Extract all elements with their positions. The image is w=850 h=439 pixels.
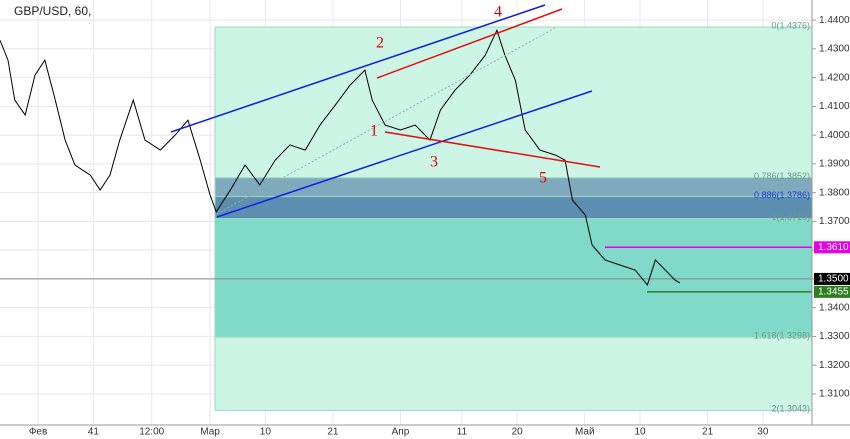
x-tick-label: 10 <box>260 427 272 438</box>
fib-zone <box>215 196 812 219</box>
y-tick-label: 1.3100 <box>819 389 850 400</box>
y-tick-label: 1.3400 <box>819 302 850 313</box>
y-tick-label: 1.4400 <box>819 15 850 26</box>
x-tick-label: 11 <box>457 427 468 438</box>
price-tag-label: 1.3500 <box>818 274 849 285</box>
fib-label: 0.786(1.3852) <box>754 171 810 181</box>
fib-zone <box>215 177 812 197</box>
fib-label: 2(1.3043) <box>771 404 810 414</box>
y-tick-label: 1.3700 <box>819 216 850 227</box>
price-tag-label: 1.3455 <box>818 287 849 298</box>
x-tick-label: 10 <box>634 427 646 438</box>
x-tick-label: 12:00 <box>139 427 164 438</box>
fib-zone <box>215 27 812 178</box>
y-tick-label: 1.4000 <box>819 130 850 141</box>
trend-lines <box>170 4 601 218</box>
y-tick-label: 1.4100 <box>819 101 850 112</box>
price-line-series <box>0 28 681 286</box>
x-tick-label: Апр <box>392 427 410 438</box>
y-tick-label: 1.3200 <box>819 360 850 371</box>
fib-zone <box>215 337 812 411</box>
x-tick-label: 21 <box>327 427 339 438</box>
fib-label: 0.886(1.3786) <box>754 190 810 200</box>
wave-label: 2 <box>376 35 384 52</box>
wave-label: 3 <box>430 154 438 171</box>
x-tick-label: Фев <box>29 427 47 438</box>
y-tick-label: 1.4300 <box>819 44 850 55</box>
y-tick-label: 1.3900 <box>819 159 850 170</box>
price-tag <box>814 241 850 254</box>
wave-label: 4 <box>494 4 502 21</box>
x-tick-label: 20 <box>512 427 524 438</box>
x-tick-label: 21 <box>702 427 714 438</box>
price-tag <box>814 272 850 285</box>
fib-label: 1.618(1.3298) <box>754 330 810 340</box>
fib-label: 0(1.4376) <box>771 20 810 30</box>
x-tick-label: Май <box>575 427 595 438</box>
x-tick-label: Мар <box>200 427 220 438</box>
wave-label: 1 <box>370 123 378 140</box>
y-tick-label: 1.3800 <box>819 187 850 198</box>
fib-zone <box>215 218 812 338</box>
x-tick-label: 41 <box>88 427 100 438</box>
price-tag-label: 1.3610 <box>818 242 849 253</box>
fib-label: 1(1.3710) <box>771 212 810 222</box>
x-tick-label: 30 <box>757 427 769 438</box>
chart-title: GBP/USD, 60, <box>14 4 91 18</box>
y-tick-label: 1.3300 <box>819 331 850 342</box>
price-tag <box>814 285 850 298</box>
wave-label: 5 <box>539 170 547 187</box>
y-tick-label: 1.4200 <box>819 72 850 83</box>
